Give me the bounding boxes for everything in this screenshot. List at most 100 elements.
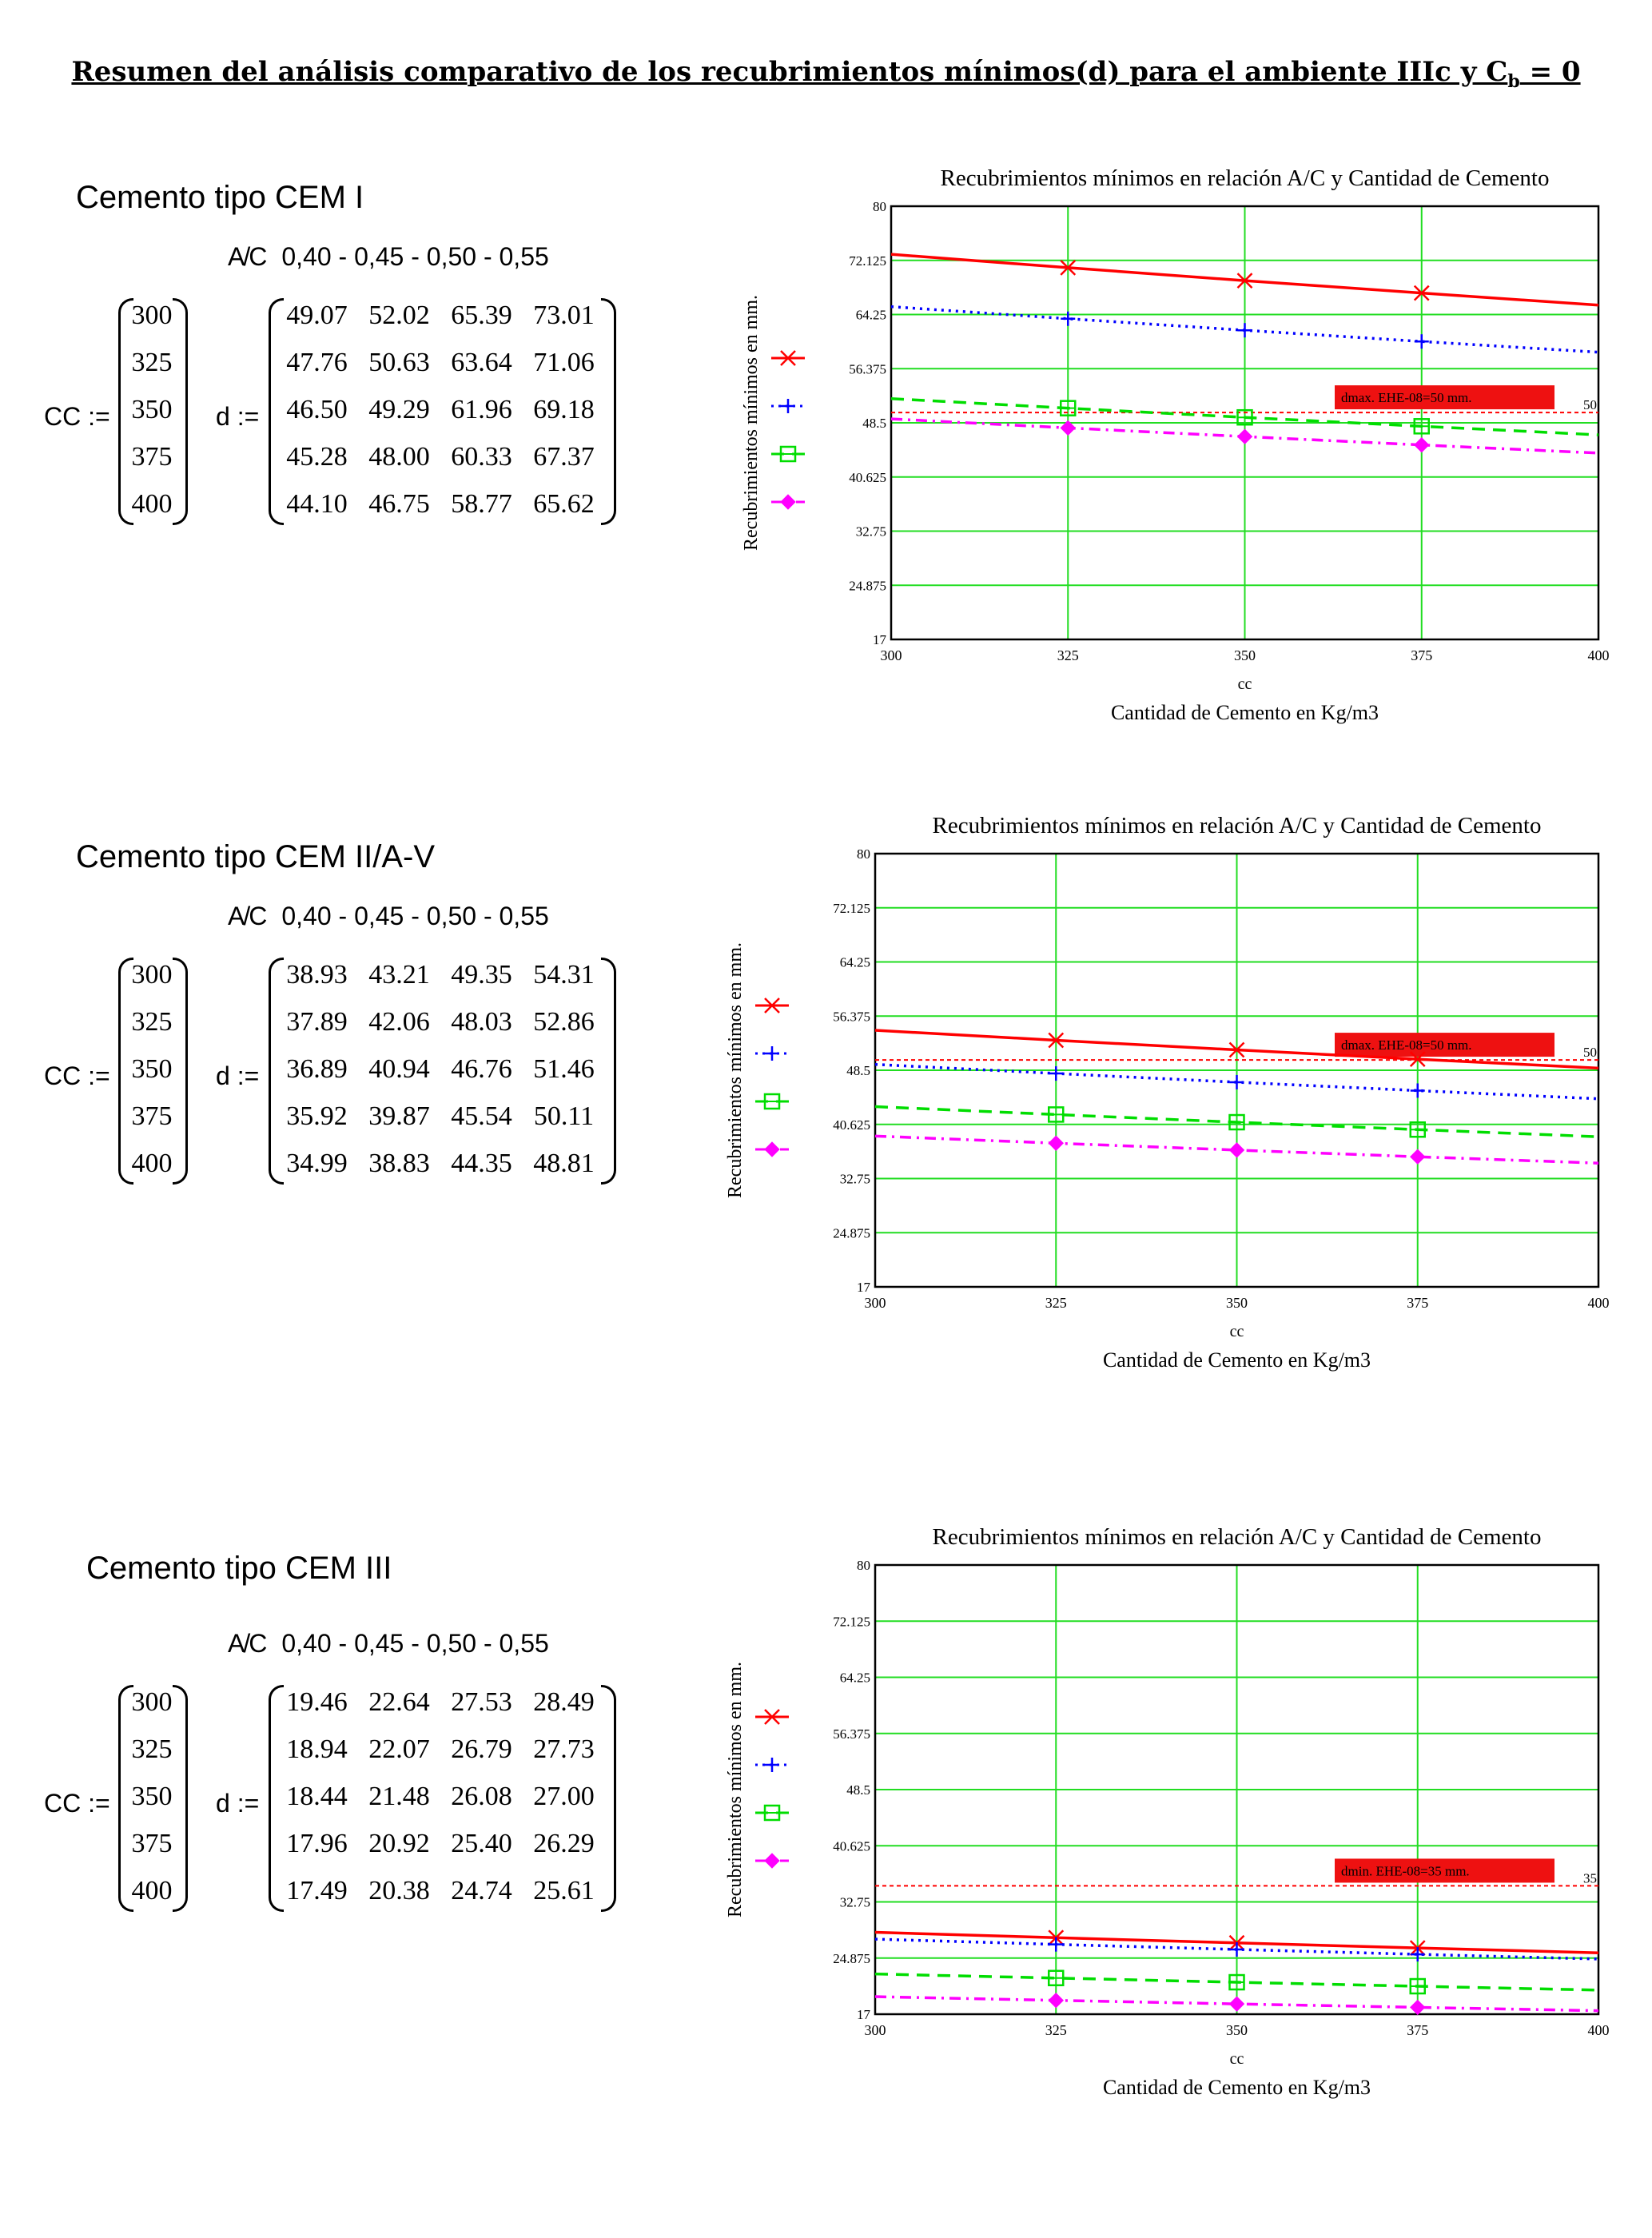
d-cell: 71.06 xyxy=(533,348,595,377)
cc-value: 350 xyxy=(131,395,173,424)
y-tick-label: 56.375 xyxy=(833,1009,870,1024)
data-point xyxy=(1048,1969,1065,1987)
d-cell: 22.64 xyxy=(368,1687,430,1717)
cc-value: 325 xyxy=(131,348,173,377)
chart-svg: Recubrimientos mínimos en relación A/C y… xyxy=(725,1524,1610,2099)
data-point xyxy=(1236,428,1253,444)
cc-matrix-label: CC := xyxy=(44,1061,110,1090)
cc-value: 300 xyxy=(131,301,173,330)
cc-value: 300 xyxy=(131,1687,173,1717)
d-row: 34.99 38.83 44.35 48.81 xyxy=(276,1140,605,1187)
section-cem-i: Cemento tipo CEM I A/C 0,40 - 0,45 - 0,50… xyxy=(0,180,1652,867)
y-tick-label: 64.25 xyxy=(840,955,870,970)
series-group xyxy=(890,305,1599,354)
d-row: 17.49 20.38 24.74 25.61 xyxy=(276,1867,605,1914)
series-group xyxy=(874,1937,1599,1962)
series-group xyxy=(874,1134,1599,1165)
x-tick-label: 350 xyxy=(1226,1295,1248,1311)
d-cell: 46.50 xyxy=(286,395,348,424)
x-tick-label: 325 xyxy=(1045,2022,1067,2038)
d-cell: 50.11 xyxy=(533,1101,595,1131)
d-cell: 27.00 xyxy=(533,1782,595,1811)
chart-svg: Recubrimientos mínimos en relación A/C y… xyxy=(741,165,1610,724)
reference-value-label: 50 xyxy=(1583,397,1597,412)
data-point xyxy=(1060,260,1077,276)
y-tick-label: 80 xyxy=(857,846,870,862)
y-tick-label: 32.75 xyxy=(840,1172,870,1187)
data-point xyxy=(1228,1113,1245,1131)
legend-glyph xyxy=(755,1853,789,1869)
d-cell: 54.31 xyxy=(533,960,595,990)
ac-values: 0,40 - 0,45 - 0,50 - 0,55 xyxy=(281,1629,549,1658)
page-title: Resumen del análisis comparativo de los … xyxy=(71,56,1581,92)
d-cell: 51.46 xyxy=(533,1054,595,1084)
series-group xyxy=(874,1105,1599,1138)
d-cell: 38.93 xyxy=(286,960,348,990)
y-tick-label: 72.125 xyxy=(849,253,886,269)
d-cell: 67.37 xyxy=(533,442,595,472)
cc-value: 325 xyxy=(131,1734,173,1764)
y-tick-label: 40.625 xyxy=(849,470,886,485)
data-point xyxy=(1410,1083,1425,1098)
d-row: 35.92 39.87 45.54 50.11 xyxy=(276,1093,605,1140)
x-tick-label: 325 xyxy=(1045,1295,1067,1311)
d-matrix-label: d := xyxy=(216,402,260,431)
d-cell: 48.03 xyxy=(451,1007,512,1037)
chart-cem-iii: Recubrimientos mínimos en relación A/C y… xyxy=(703,1511,1614,2150)
d-bracket-right xyxy=(601,298,616,525)
d-cell: 19.46 xyxy=(286,1687,348,1717)
data-point xyxy=(1409,1051,1426,1068)
d-cell: 37.89 xyxy=(286,1007,348,1037)
series-group xyxy=(874,1029,1599,1070)
x-tick-label: 400 xyxy=(1588,2022,1610,2038)
data-point xyxy=(1048,1032,1065,1049)
legend-glyph xyxy=(755,1709,789,1725)
d-cell: 69.18 xyxy=(533,395,595,424)
d-cell: 25.40 xyxy=(451,1829,512,1858)
data-point xyxy=(1236,273,1253,289)
cc-matrix-label: CC := xyxy=(44,402,110,431)
d-cell: 60.33 xyxy=(451,442,512,472)
data-point xyxy=(1048,1106,1065,1123)
d-cell: 17.49 xyxy=(286,1876,348,1905)
cc-value: 400 xyxy=(131,1876,173,1905)
series-line xyxy=(874,1134,1599,1165)
d-cell: 44.10 xyxy=(286,489,348,519)
d-row: 49.07 52.02 65.39 73.01 xyxy=(276,292,605,339)
cc-value: 350 xyxy=(131,1782,173,1811)
d-cell: 43.21 xyxy=(368,960,430,990)
d-cell: 34.99 xyxy=(286,1149,348,1178)
d-row: 17.96 20.92 25.40 26.29 xyxy=(276,1820,605,1867)
d-row: 44.10 46.75 58.77 65.62 xyxy=(276,480,605,528)
cc-value: 375 xyxy=(131,442,173,472)
d-cell: 18.94 xyxy=(286,1734,348,1764)
x-tick-label: 375 xyxy=(1407,2022,1428,2038)
d-matrix: 38.93 43.21 49.35 54.31 37.89 42.06 48.03 52.8… xyxy=(276,951,605,1187)
x-var-label: cc xyxy=(1238,675,1252,693)
d-cell: 63.64 xyxy=(451,348,512,377)
d-cell: 48.81 xyxy=(533,1149,595,1178)
y-tick-label: 17 xyxy=(857,2007,871,2022)
y-axis-title: Recubrimientos mínimos en mm. xyxy=(725,942,746,1198)
d-cell: 17.96 xyxy=(286,1829,348,1858)
legend-glyph xyxy=(771,350,805,366)
d-cell: 21.48 xyxy=(368,1782,430,1811)
x-tick-label: 300 xyxy=(881,647,902,663)
data-point xyxy=(1229,1074,1244,1089)
d-cell: 73.01 xyxy=(533,301,595,330)
data-point xyxy=(1409,1977,1426,1995)
d-row: 45.28 48.00 60.33 67.37 xyxy=(276,433,605,480)
cc-bracket-right xyxy=(173,1685,188,1912)
d-cell: 25.61 xyxy=(533,1876,595,1905)
d-cell: 52.02 xyxy=(368,301,430,330)
d-cell: 38.83 xyxy=(368,1149,430,1178)
d-cell: 46.75 xyxy=(368,489,430,519)
d-cell: 50.63 xyxy=(368,348,430,377)
data-point xyxy=(1061,311,1076,326)
series-line xyxy=(874,1995,1599,2013)
x-tick-label: 400 xyxy=(1588,1295,1610,1311)
series-group xyxy=(874,1969,1599,1995)
cc-vector: 300 325 350 375 400 xyxy=(120,1678,184,1914)
d-row: 37.89 42.06 48.03 52.86 xyxy=(276,998,605,1045)
d-cell: 65.39 xyxy=(451,301,512,330)
